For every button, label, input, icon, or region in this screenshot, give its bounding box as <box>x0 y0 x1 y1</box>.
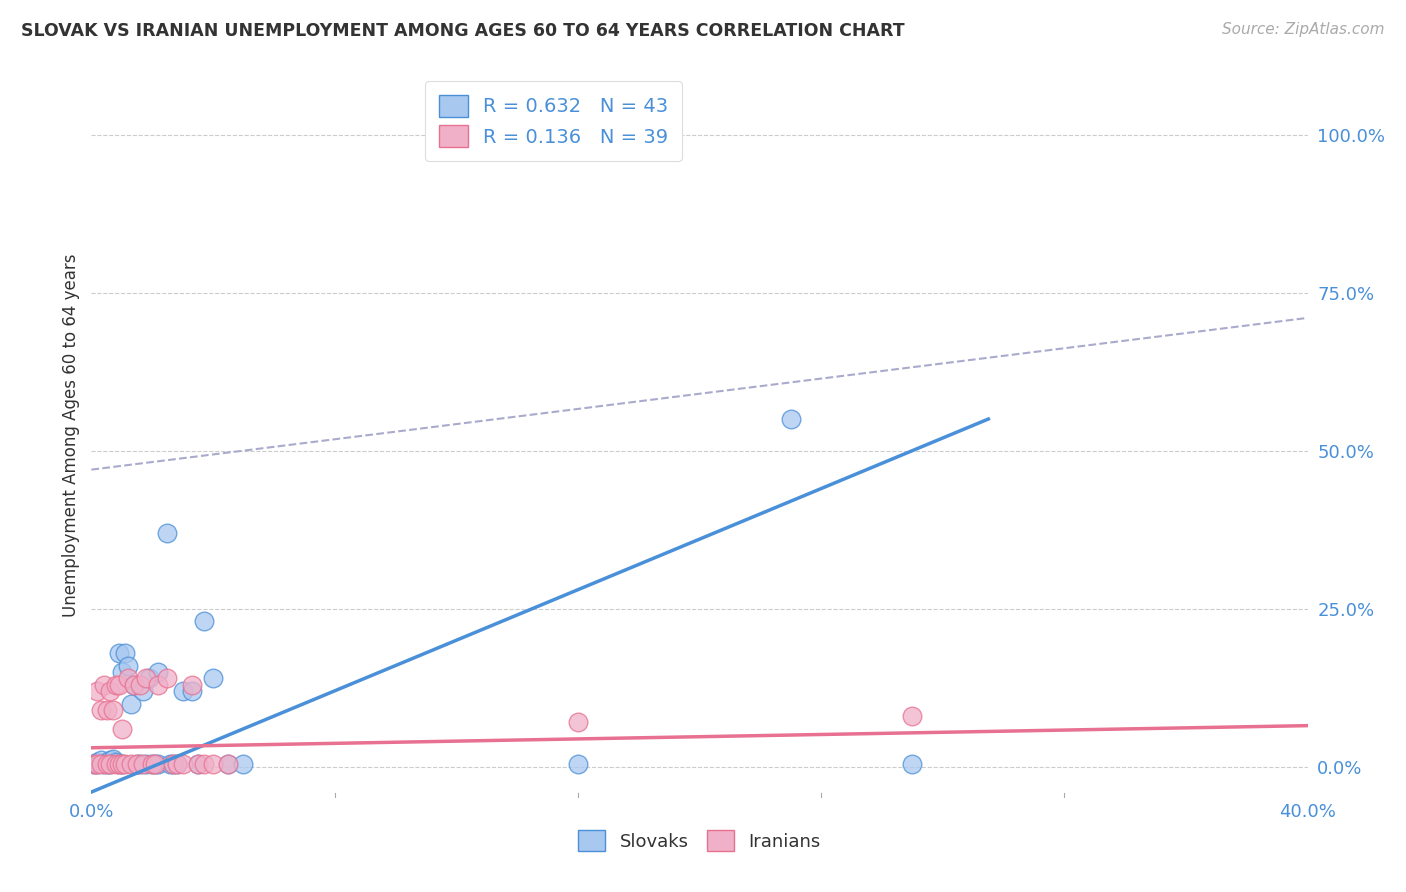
Point <box>104 755 127 769</box>
Point <box>122 677 145 691</box>
Point <box>89 753 111 767</box>
Point <box>162 756 184 771</box>
Point <box>96 755 118 769</box>
Point <box>193 756 215 771</box>
Point <box>779 412 801 426</box>
Point <box>143 756 166 771</box>
Point <box>156 671 179 685</box>
Point <box>202 671 225 685</box>
Point <box>217 756 239 771</box>
Point <box>141 756 163 771</box>
Point <box>172 756 194 771</box>
Point <box>159 756 181 771</box>
Point <box>101 752 124 766</box>
Point <box>89 756 111 771</box>
Point <box>96 756 118 771</box>
Point <box>156 525 179 540</box>
Point <box>125 756 148 771</box>
Text: Source: ZipAtlas.com: Source: ZipAtlas.com <box>1222 22 1385 37</box>
Point <box>107 646 129 660</box>
Point <box>101 703 124 717</box>
Point <box>135 671 157 685</box>
Point <box>117 671 139 685</box>
Point <box>125 756 148 771</box>
Point <box>83 756 105 771</box>
Point <box>86 755 108 769</box>
Point <box>83 756 105 771</box>
Point <box>111 722 134 736</box>
Point <box>132 756 155 771</box>
Point <box>232 756 254 771</box>
Point <box>107 677 129 691</box>
Point <box>143 756 166 771</box>
Point <box>135 756 157 771</box>
Point <box>148 677 170 691</box>
Point <box>132 684 155 698</box>
Point <box>122 677 145 691</box>
Point <box>187 756 209 771</box>
Point <box>107 756 129 771</box>
Point <box>180 677 202 691</box>
Point <box>104 677 127 691</box>
Point <box>114 646 136 660</box>
Point <box>89 703 111 717</box>
Point <box>901 709 924 723</box>
Point <box>98 753 121 767</box>
Point <box>93 677 115 691</box>
Point <box>98 756 121 771</box>
Point <box>187 756 209 771</box>
Point <box>98 756 121 771</box>
Point <box>148 665 170 679</box>
Point <box>166 756 188 771</box>
Point <box>193 615 215 629</box>
Text: SLOVAK VS IRANIAN UNEMPLOYMENT AMONG AGES 60 TO 64 YEARS CORRELATION CHART: SLOVAK VS IRANIAN UNEMPLOYMENT AMONG AGE… <box>21 22 904 40</box>
Point <box>180 684 202 698</box>
Point <box>111 756 134 771</box>
Point <box>111 756 134 771</box>
Point <box>93 756 115 771</box>
Point <box>567 715 589 730</box>
Point <box>567 756 589 771</box>
Point <box>129 756 152 771</box>
Point <box>141 756 163 771</box>
Point <box>86 756 108 771</box>
Point <box>111 665 134 679</box>
Y-axis label: Unemployment Among Ages 60 to 64 years: Unemployment Among Ages 60 to 64 years <box>62 253 80 616</box>
Point <box>96 703 118 717</box>
Point <box>104 756 127 771</box>
Point <box>120 756 142 771</box>
Point <box>202 756 225 771</box>
Point <box>162 756 184 771</box>
Point <box>172 684 194 698</box>
Point <box>901 756 924 771</box>
Point <box>138 671 160 685</box>
Point <box>107 756 129 771</box>
Point <box>148 756 170 771</box>
Legend: Slovaks, Iranians: Slovaks, Iranians <box>568 820 831 862</box>
Point <box>96 756 118 771</box>
Point <box>98 684 121 698</box>
Point <box>129 677 152 691</box>
Point <box>117 658 139 673</box>
Point <box>114 756 136 771</box>
Point <box>217 756 239 771</box>
Point <box>166 756 188 771</box>
Point <box>86 684 108 698</box>
Point <box>86 756 108 771</box>
Point <box>120 697 142 711</box>
